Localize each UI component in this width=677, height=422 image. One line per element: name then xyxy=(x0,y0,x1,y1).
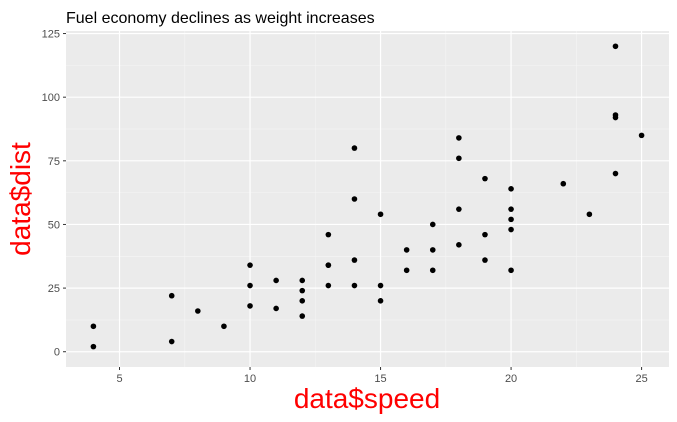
data-point xyxy=(273,305,279,312)
data-point xyxy=(377,211,384,218)
x-axis: 5 10 15 20 25 xyxy=(116,367,648,385)
data-point xyxy=(482,175,488,182)
data-point xyxy=(377,282,384,289)
minor-gridlines xyxy=(66,31,669,367)
data-point xyxy=(456,135,462,141)
y-tick-label: 25 xyxy=(48,283,60,295)
data-point xyxy=(299,277,306,284)
data-point xyxy=(299,313,306,319)
data-point xyxy=(456,155,462,162)
data-point xyxy=(221,323,227,330)
data-point xyxy=(299,298,306,304)
data-point xyxy=(429,221,436,228)
y-axis-title: data$dist xyxy=(5,142,36,256)
y-tick-label: 50 xyxy=(48,219,60,231)
y-tick-label: 100 xyxy=(42,92,60,104)
data-point xyxy=(325,231,332,238)
data-point xyxy=(247,303,253,309)
x-tick-label: 20 xyxy=(505,373,517,385)
data-point xyxy=(403,267,410,274)
data-point xyxy=(168,338,175,345)
data-point xyxy=(429,247,436,253)
x-tick-label: 10 xyxy=(244,373,256,385)
data-point xyxy=(247,262,253,268)
data-point xyxy=(168,292,175,299)
data-point xyxy=(351,196,358,202)
data-point xyxy=(325,262,332,268)
data-point xyxy=(351,257,358,263)
data-point xyxy=(403,247,410,253)
data-point xyxy=(612,43,619,50)
x-axis-title: data$speed xyxy=(294,383,440,414)
data-point xyxy=(586,211,593,218)
data-point xyxy=(377,298,384,304)
data-point xyxy=(299,287,306,294)
data-point xyxy=(456,206,462,212)
data-point xyxy=(638,132,645,139)
plot-panel xyxy=(66,31,669,367)
data-point xyxy=(273,277,279,284)
data-point xyxy=(90,323,97,330)
data-point xyxy=(429,267,436,274)
chart-title: Fuel economy declines as weight increase… xyxy=(66,10,375,27)
data-point xyxy=(325,282,332,289)
data-point xyxy=(351,282,358,289)
data-point xyxy=(351,145,358,151)
x-tick-label: 5 xyxy=(116,373,122,385)
data-point xyxy=(482,231,488,238)
data-point xyxy=(612,170,619,177)
x-tick-label: 25 xyxy=(635,373,647,385)
y-tick-label: 0 xyxy=(54,347,60,359)
x-tick-label: 15 xyxy=(374,373,386,385)
y-axis: 0 25 50 75 100 125 xyxy=(42,29,66,359)
data-point xyxy=(247,282,253,289)
data-point xyxy=(482,257,488,263)
data-points xyxy=(90,43,645,350)
data-point xyxy=(508,206,514,212)
data-point xyxy=(456,242,462,248)
data-point xyxy=(612,112,619,118)
data-point xyxy=(508,226,514,233)
data-point xyxy=(508,216,514,223)
data-point xyxy=(560,180,567,187)
data-point xyxy=(508,186,514,192)
data-point xyxy=(90,343,97,350)
y-tick-label: 75 xyxy=(48,156,60,168)
major-gridlines xyxy=(66,31,669,367)
data-point xyxy=(195,308,201,314)
data-point xyxy=(508,267,514,274)
y-tick-label: 125 xyxy=(42,29,60,41)
